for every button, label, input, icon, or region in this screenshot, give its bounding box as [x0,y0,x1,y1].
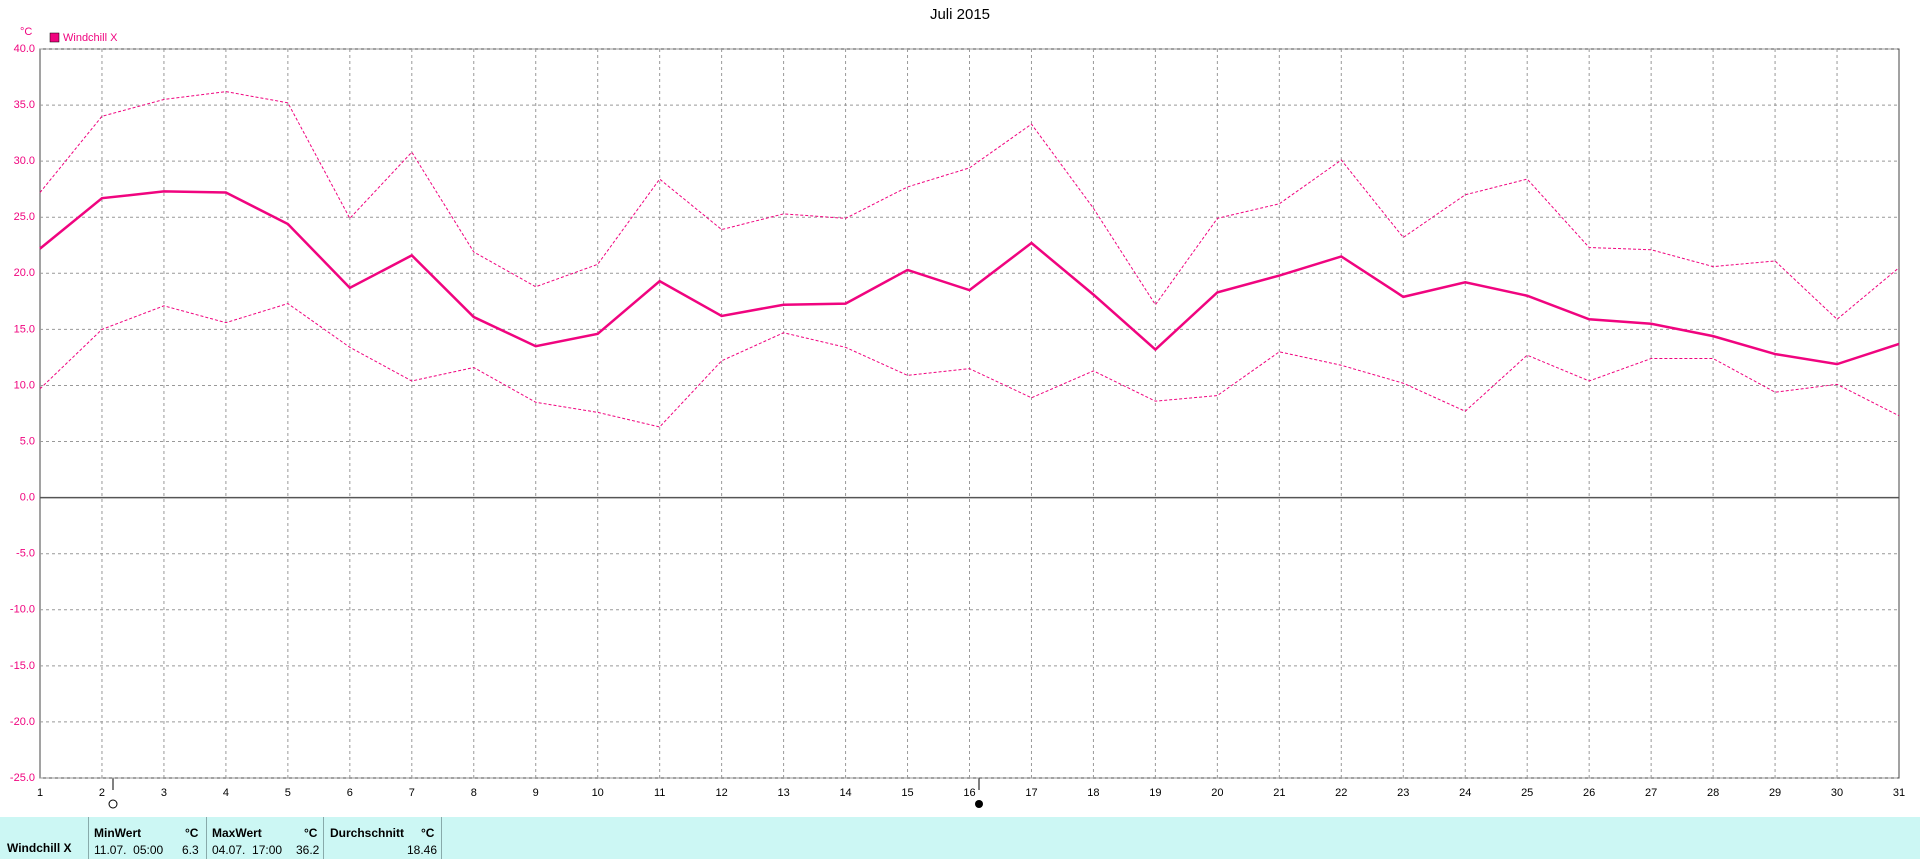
x-tick-label: 4 [223,787,229,799]
x-tick-label: 28 [1707,787,1719,799]
min-value: 6.3 [182,843,199,857]
x-tick-label: 14 [839,787,851,799]
separator [441,817,442,859]
separator [206,817,207,859]
x-tick-label: 16 [963,787,975,799]
x-tick-label: 22 [1335,787,1347,799]
separator [323,817,324,859]
x-tick-label: 7 [409,787,415,799]
x-tick-label: 30 [1831,787,1843,799]
row-label: Windchill X [7,841,72,855]
x-tick-label: 27 [1645,787,1657,799]
x-tick-label: 3 [161,787,167,799]
separator [88,817,89,859]
max-time: 04.07. 17:00 [212,843,283,857]
y-tick-label: 20.0 [14,267,35,279]
legend: Windchill X [49,32,118,44]
x-tick-label: 6 [347,787,353,799]
x-tick-label: 13 [777,787,789,799]
data-line [39,303,1900,428]
x-tick-label: 10 [592,787,604,799]
data-line [39,190,1900,366]
legend-swatch [49,32,60,43]
x-tick-label: 19 [1149,787,1161,799]
y-axis-label: °C [20,26,32,38]
x-tick-label: 17 [1025,787,1037,799]
x-tick-label: 2 [99,787,105,799]
max-title: MaxWert [212,826,262,840]
x-tick-label: 26 [1583,787,1595,799]
min-time: 11.07. 05:00 [94,843,164,857]
x-tick-label: 15 [901,787,913,799]
x-tick-label: 8 [471,787,477,799]
min-unit: °C [185,826,199,840]
y-tick-label: -20.0 [10,716,35,728]
x-tick-label: 29 [1769,787,1781,799]
y-tick-label: 10.0 [14,379,35,391]
avg-title: Durchschnitt [330,826,405,840]
y-tick-label: -10.0 [10,604,35,616]
marker-icon [108,799,118,809]
y-tick-label: 40.0 [14,43,35,55]
summary-table: Windchill X MinWert °C 11.07. 05:00 6.3 … [0,817,1920,859]
y-tick-label: 0.0 [20,492,35,504]
chart: Juli 2015 °C Windchill X -25.0 -20.0 -15.0… [10,6,1905,809]
x-tick-label: 23 [1397,787,1409,799]
y-tick-label: 5.0 [20,435,35,447]
min-title: MinWert [94,826,142,840]
x-tick-label: 5 [285,787,291,799]
x-tick-label: 25 [1521,787,1533,799]
data-line [39,91,1900,320]
max-unit: °C [304,826,318,840]
x-tick-label: 21 [1273,787,1285,799]
x-tick-label: 20 [1211,787,1223,799]
max-value: 36.2 [296,843,320,857]
x-tick-label: 12 [716,787,728,799]
avg-value: 18.46 [407,843,438,857]
legend-label: Windchill X [63,32,118,44]
x-tick-label: 24 [1459,787,1471,799]
x-tick-label: 1 [37,787,43,799]
x-tick-label: 31 [1893,787,1905,799]
y-tick-label: 15.0 [14,323,35,335]
x-tick-label: 11 [654,787,665,799]
y-tick-label: 30.0 [14,155,35,167]
x-tick-label: 9 [533,787,539,799]
x-tick-label: 18 [1087,787,1099,799]
chart-title: Juli 2015 [930,6,990,23]
y-tick-label: -25.0 [10,772,35,784]
y-tick-label: 25.0 [14,211,35,223]
marker-icon [975,800,983,808]
y-tick-label: -5.0 [16,548,35,560]
avg-unit: °C [421,826,435,840]
y-tick-label: 35.0 [14,99,35,111]
y-tick-label: -15.0 [10,660,35,672]
